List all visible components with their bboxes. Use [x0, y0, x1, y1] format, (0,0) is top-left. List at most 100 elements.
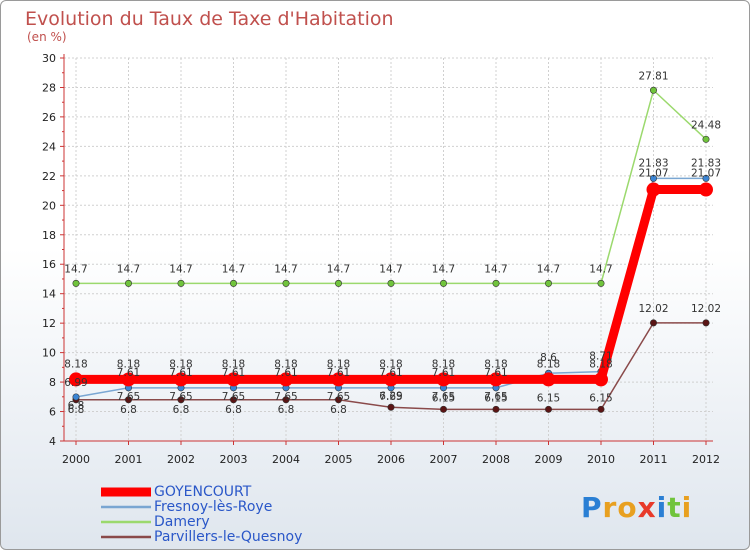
data-label-3: 6.15	[432, 392, 455, 404]
y-tick-label: 18	[42, 229, 56, 242]
data-label-0: 21.07	[638, 168, 668, 180]
extra-data-label: 7.65	[327, 391, 350, 403]
data-label-2: 27.81	[638, 70, 668, 82]
legend-label-damery: Damery	[154, 514, 210, 530]
data-label-3: 6.8	[120, 404, 137, 416]
extra-data-label: 6.8	[68, 400, 85, 412]
y-tick-label: 16	[42, 258, 56, 271]
series-point-2	[230, 279, 238, 287]
series-point-0	[331, 372, 346, 387]
series-point-2	[125, 279, 133, 287]
y-tick-label: 10	[42, 347, 56, 360]
y-tick-label: 6	[49, 406, 56, 419]
data-label-1: 21.83	[638, 157, 668, 169]
series-point-3	[282, 396, 290, 404]
data-label-2: 14.7	[117, 263, 140, 275]
y-tick-label: 30	[42, 52, 56, 65]
data-label-0: 8.18	[274, 358, 297, 370]
data-label-2: 14.7	[432, 263, 455, 275]
y-tick-label: 28	[42, 81, 56, 94]
series-point-2	[72, 279, 80, 287]
data-label-1: 7.61	[222, 367, 245, 379]
series-point-0	[646, 182, 661, 197]
y-tick-label: 24	[42, 140, 56, 153]
series-point-0	[174, 372, 188, 387]
data-label-0: 8.18	[484, 358, 507, 370]
data-label-0: 21.07	[691, 168, 721, 180]
data-label-1: 7.61	[484, 367, 507, 379]
data-label-3: 6.15	[537, 392, 560, 404]
data-label-0: 8.18	[117, 358, 140, 370]
series-point-0	[69, 372, 83, 387]
logo-letter: r	[602, 491, 618, 524]
data-label-0: 8.18	[64, 358, 87, 370]
logo-letter: x	[637, 491, 657, 524]
data-label-3: 6.8	[173, 404, 190, 416]
series-point-3	[544, 405, 552, 413]
data-label-3: 6.15	[484, 392, 507, 404]
chart-title: Evolution du Taux de Taxe d'Habitation	[25, 8, 394, 30]
series-point-3	[230, 396, 238, 404]
data-label-2: 14.7	[327, 263, 350, 275]
data-label-1: 8.71	[589, 351, 612, 363]
y-tick-label: 20	[42, 199, 56, 212]
x-tick-label: 2003	[220, 453, 248, 466]
data-label-2: 14.7	[274, 263, 297, 275]
series-point-2	[439, 279, 447, 287]
legend-label-fresnoy: Fresnoy-lès-Roye	[154, 499, 273, 515]
data-label-3: 6.8	[330, 404, 347, 416]
series-point-0	[594, 372, 608, 387]
y-tick-label: 4	[49, 435, 56, 448]
series-point-1	[649, 174, 657, 182]
data-label-2: 14.7	[379, 263, 402, 275]
series-point-3	[125, 396, 133, 404]
proxiti-logo: Proxiti	[581, 491, 692, 524]
legend-marks	[101, 487, 151, 539]
series-point-1	[72, 393, 80, 401]
series-point-2	[544, 279, 552, 287]
x-tick-label: 2007	[430, 453, 458, 466]
data-label-3: 6.15	[589, 392, 612, 404]
data-label-3: 12.02	[691, 303, 721, 315]
extra-data-label: 7.65	[379, 391, 402, 403]
extra-data-label: 7.65	[169, 391, 192, 403]
data-label-1: 6.99	[64, 377, 87, 389]
x-tick-label: 2002	[167, 453, 195, 466]
x-tick-label: 2004	[272, 453, 300, 466]
series-point-0	[489, 372, 503, 387]
extra-data-label: 7.65	[432, 391, 455, 403]
y-tick-label: 22	[42, 170, 56, 183]
data-label-1: 8.6	[540, 352, 557, 364]
legend-label-parvillers: Parvillers-le-Quesnoy	[154, 529, 303, 545]
series-point-2	[334, 279, 342, 287]
series-point-3	[177, 396, 185, 404]
data-label-1: 7.61	[117, 367, 140, 379]
extra-data-label: 7.65	[222, 391, 245, 403]
x-tick-label: 2008	[482, 453, 510, 466]
data-label-3: 6.8	[278, 404, 295, 416]
series-point-3	[649, 319, 657, 327]
data-label-2: 24.48	[691, 119, 721, 131]
y-tick-label: 8	[49, 376, 56, 389]
data-label-3: 12.02	[638, 303, 668, 315]
series-point-0	[699, 182, 713, 197]
data-label-0: 8.18	[537, 358, 560, 370]
data-label-1: 7.61	[274, 367, 297, 379]
extra-data-label: 7.65	[484, 391, 507, 403]
logo-letter: i	[656, 491, 668, 524]
series-layer	[69, 86, 713, 413]
y-tick-label: 26	[42, 111, 56, 124]
x-tick-label: 2006	[377, 453, 405, 466]
data-label-0: 8.18	[169, 358, 192, 370]
x-tick-label: 2010	[587, 453, 615, 466]
x-tick-label: 2012	[692, 453, 720, 466]
data-label-1: 7.61	[379, 367, 402, 379]
data-label-0: 8.18	[589, 358, 612, 370]
series-point-2	[492, 279, 500, 287]
data-label-0: 8.18	[432, 358, 455, 370]
series-point-3	[439, 405, 447, 413]
series-point-0	[541, 372, 556, 387]
data-label-2: 14.7	[169, 263, 192, 275]
data-label-0: 8.18	[379, 358, 402, 370]
